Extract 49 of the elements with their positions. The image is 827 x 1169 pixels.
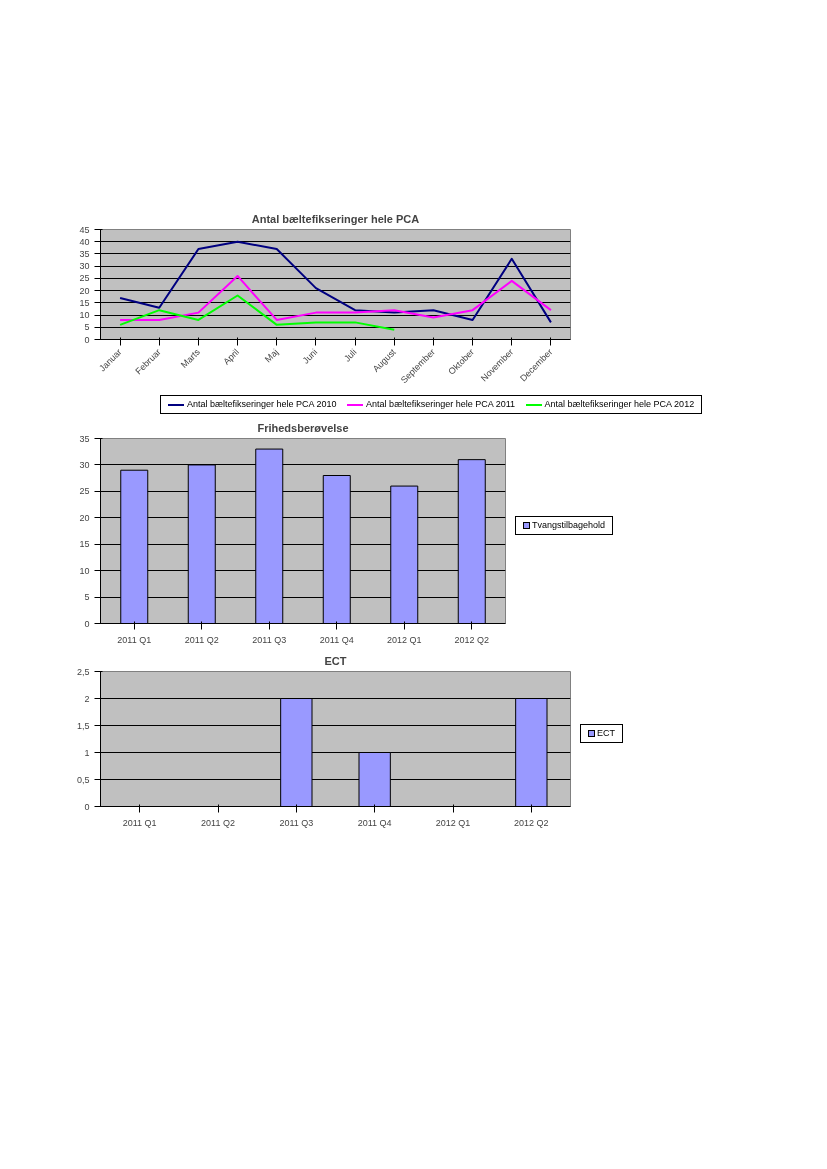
y-tick-label: 30	[79, 459, 90, 470]
y-tick-label: 10	[79, 565, 90, 576]
y-tick-label: 1,5	[76, 720, 90, 731]
x-tick-label: 2011 Q3	[252, 634, 287, 645]
x-tick-label: Maj	[262, 346, 281, 365]
x-tick-label: 2011 Q2	[184, 634, 219, 645]
line-series	[119, 274, 552, 321]
y-tick-label: 10	[79, 310, 90, 321]
legend-label: Tvangstilbagehold	[531, 519, 606, 530]
legend-label: Antal bæltefikseringer hele PCA 2011	[365, 399, 516, 409]
y-tick-label: 25	[79, 486, 90, 497]
y-tick-label: 20	[79, 512, 90, 523]
chart-title: Frihedsberøvelse	[257, 421, 349, 434]
x-tick-label: 2011 Q3	[279, 817, 314, 828]
legend-label: Antal bæltefikseringer hele PCA 2012	[543, 399, 695, 409]
y-tick-label: 30	[79, 261, 90, 272]
x-tick-label: Juli	[342, 346, 359, 364]
y-tick-label: 20	[79, 285, 90, 296]
y-tick-label: 0	[84, 618, 90, 629]
y-tick-label: 0	[84, 334, 90, 345]
y-tick-label: 25	[79, 273, 90, 284]
x-tick-label: 2011 Q1	[117, 634, 152, 645]
chart-title: ECT	[324, 654, 347, 667]
y-tick-label: 0	[84, 801, 90, 812]
y-tick-label: 15	[79, 539, 90, 550]
y-tick-label: 2,5	[76, 666, 90, 677]
x-tick-label: 2011 Q4	[357, 817, 392, 828]
x-tick-label: 2011 Q4	[319, 634, 354, 645]
y-tick-label: 45	[79, 224, 90, 235]
line-series	[119, 240, 552, 324]
legend-label: Antal bæltefikseringer hele PCA 2010	[186, 399, 337, 409]
x-tick-label: 2011 Q1	[122, 817, 157, 828]
chart-title: Antal bæltefikseringer hele PCA	[251, 212, 420, 225]
y-tick-label: 5	[84, 591, 90, 602]
y-tick-label: 15	[79, 297, 90, 308]
x-tick-label: 2012 Q2	[454, 634, 490, 645]
x-tick-label: 2011 Q2	[201, 817, 235, 828]
y-tick-label: 0,5	[76, 774, 90, 785]
x-tick-label: 2012 Q2	[514, 817, 549, 828]
y-tick-label: 35	[79, 433, 90, 444]
y-tick-label: 2	[84, 693, 90, 704]
line-series	[119, 294, 396, 331]
y-tick-label: 1	[84, 747, 90, 758]
x-tick-label: 2012 Q1	[386, 634, 422, 645]
x-tick-label: 2012 Q1	[435, 817, 471, 828]
y-tick-label: 5	[84, 322, 90, 333]
y-tick-label: 35	[79, 248, 90, 259]
legend-label: ECT	[596, 727, 615, 738]
y-tick-label: 40	[79, 236, 90, 247]
